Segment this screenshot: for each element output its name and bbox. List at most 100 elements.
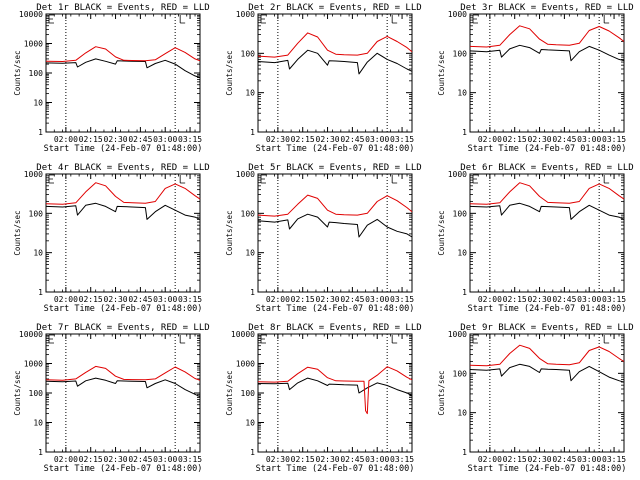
y-axis-label: Counts/sec xyxy=(225,370,234,415)
flag-marker-right xyxy=(603,335,610,344)
series-events-line xyxy=(45,377,201,398)
y-tick-label: 10000 xyxy=(19,10,43,19)
panel-det-6r: Det 6r BLACK = Events, RED = LLD 1 10 100 10… xyxy=(437,163,634,314)
y-tick-label: 100 xyxy=(241,49,256,58)
y-tick-label: 10 xyxy=(245,419,255,428)
panel-det-4r: Det 4r BLACK = Events, RED = LLD 1 10 100 10… xyxy=(13,163,210,314)
y-tick-label: 1 xyxy=(38,128,43,137)
y-tick-label: 1000 xyxy=(236,170,255,179)
y-tick-label: 1000 xyxy=(236,360,255,369)
x-tick-label: 02:15 xyxy=(503,295,527,304)
y-axis-label: Counts/sec xyxy=(225,50,234,95)
y-tick-label: 100 xyxy=(29,69,44,78)
panel-title: Det 5r BLACK = Events, RED = LLD xyxy=(248,163,421,173)
x-tick-label: 02:30 xyxy=(104,135,128,144)
x-tick-label: 03:00 xyxy=(153,455,177,464)
series-events-line xyxy=(469,44,625,62)
x-tick-label: 02:30 xyxy=(104,295,128,304)
x-tick-label: 02:00 xyxy=(478,455,502,464)
series-lld-line xyxy=(45,46,201,62)
x-tick-label: 02:15 xyxy=(291,295,315,304)
panel-det-7r: Det 7r BLACK = Events, RED = LLD 1 10 100 10… xyxy=(13,323,210,474)
x-tick-label: 03:15 xyxy=(178,295,202,304)
series-lld-line xyxy=(257,194,413,217)
panel-title: Det 4r BLACK = Events, RED = LLD xyxy=(36,163,209,173)
y-tick-label: 1 xyxy=(38,448,43,457)
x-axis-label: Start Time (24-Feb-07 01:48:00) xyxy=(468,144,627,154)
x-tick-label: 02:30 xyxy=(266,455,290,464)
y-tick-label: 10 xyxy=(457,409,467,418)
plot-frame xyxy=(257,13,413,133)
series-lld-line xyxy=(45,182,201,205)
y-tick-label: 10 xyxy=(33,99,43,108)
flag-marker-right xyxy=(391,15,398,24)
y-tick-label: 100 xyxy=(453,49,468,58)
panel-det-2r: Det 2r BLACK = Events, RED = LLD 1 10 100 10… xyxy=(225,3,422,154)
y-tick-label: 1000 xyxy=(236,10,255,19)
y-tick-label: 10 xyxy=(457,249,467,258)
x-tick-label: 02:30 xyxy=(266,135,290,144)
flag-marker-left xyxy=(472,334,478,344)
x-tick-label: 03:15 xyxy=(602,295,626,304)
x-tick-label: 02:45 xyxy=(552,455,576,464)
x-axis-label: Start Time (24-Feb-07 01:48:00) xyxy=(468,464,627,474)
x-tick-label: 03:15 xyxy=(390,455,414,464)
x-tick-label: 02:15 xyxy=(79,455,103,464)
series-events-line xyxy=(257,49,413,75)
flag-marker-left xyxy=(260,174,266,184)
x-axis-label: Start Time (24-Feb-07 01:48:00) xyxy=(468,304,627,314)
plot-frame xyxy=(257,173,413,293)
y-axis-label: Counts/sec xyxy=(437,210,446,255)
x-tick-label: 03:00 xyxy=(365,295,389,304)
y-tick-label: 10 xyxy=(457,89,467,98)
series-lld-line xyxy=(257,366,413,415)
y-tick-label: 10000 xyxy=(231,330,255,339)
x-tick-label: 03:00 xyxy=(577,455,601,464)
panel-det-5r: Det 5r BLACK = Events, RED = LLD 1 10 100 10… xyxy=(225,163,422,314)
x-tick-label: 02:15 xyxy=(79,295,103,304)
x-tick-label: 02:00 xyxy=(54,455,78,464)
x-tick-label: 02:00 xyxy=(478,295,502,304)
x-tick-label: 02:15 xyxy=(79,135,103,144)
y-tick-label: 100 xyxy=(453,209,468,218)
y-tick-label: 1 xyxy=(462,128,467,137)
flag-marker-left xyxy=(260,334,266,344)
x-tick-label: 02:30 xyxy=(316,455,340,464)
series-lld-line xyxy=(45,365,201,381)
x-tick-label: 02:45 xyxy=(340,135,364,144)
series-events-line xyxy=(257,377,413,397)
panel-title: Det 8r BLACK = Events, RED = LLD xyxy=(248,323,421,333)
panel-title: Det 3r BLACK = Events, RED = LLD xyxy=(460,3,633,13)
y-tick-label: 100 xyxy=(29,389,44,398)
x-tick-label: 02:30 xyxy=(104,455,128,464)
x-tick-label: 02:30 xyxy=(316,295,340,304)
y-tick-label: 1000 xyxy=(24,40,43,49)
series-events-line xyxy=(45,58,201,79)
x-tick-label: 02:00 xyxy=(54,295,78,304)
x-tick-label: 02:45 xyxy=(128,135,152,144)
y-tick-label: 1 xyxy=(250,128,255,137)
x-tick-label: 02:15 xyxy=(291,455,315,464)
flag-marker-left xyxy=(48,14,54,24)
x-tick-label: 02:30 xyxy=(528,455,552,464)
x-axis-label: Start Time (24-Feb-07 01:48:00) xyxy=(44,304,203,314)
panel-title: Det 6r BLACK = Events, RED = LLD xyxy=(460,163,633,173)
panel-title: Det 2r BLACK = Events, RED = LLD xyxy=(248,3,421,13)
panel-title: Det 1r BLACK = Events, RED = LLD xyxy=(36,3,209,13)
series-events-line xyxy=(469,363,625,383)
y-tick-label: 1 xyxy=(38,288,43,297)
flag-marker-right xyxy=(179,175,186,184)
flag-marker-left xyxy=(472,174,478,184)
y-axis-label: Counts/sec xyxy=(225,210,234,255)
panel-det-9r: Det 9r BLACK = Events, RED = LLD 1 10 100 10… xyxy=(437,323,634,474)
x-tick-label: 03:15 xyxy=(602,135,626,144)
y-axis-label: Counts/sec xyxy=(13,370,22,415)
y-axis-label: Counts/sec xyxy=(437,50,446,95)
flag-marker-right xyxy=(179,15,186,24)
panel-title: Det 7r BLACK = Events, RED = LLD xyxy=(36,323,209,333)
y-tick-label: 1 xyxy=(250,448,255,457)
y-tick-label: 10 xyxy=(245,89,255,98)
y-tick-label: 1 xyxy=(462,448,467,457)
x-tick-label: 02:00 xyxy=(266,295,290,304)
y-tick-label: 1000 xyxy=(448,10,467,19)
